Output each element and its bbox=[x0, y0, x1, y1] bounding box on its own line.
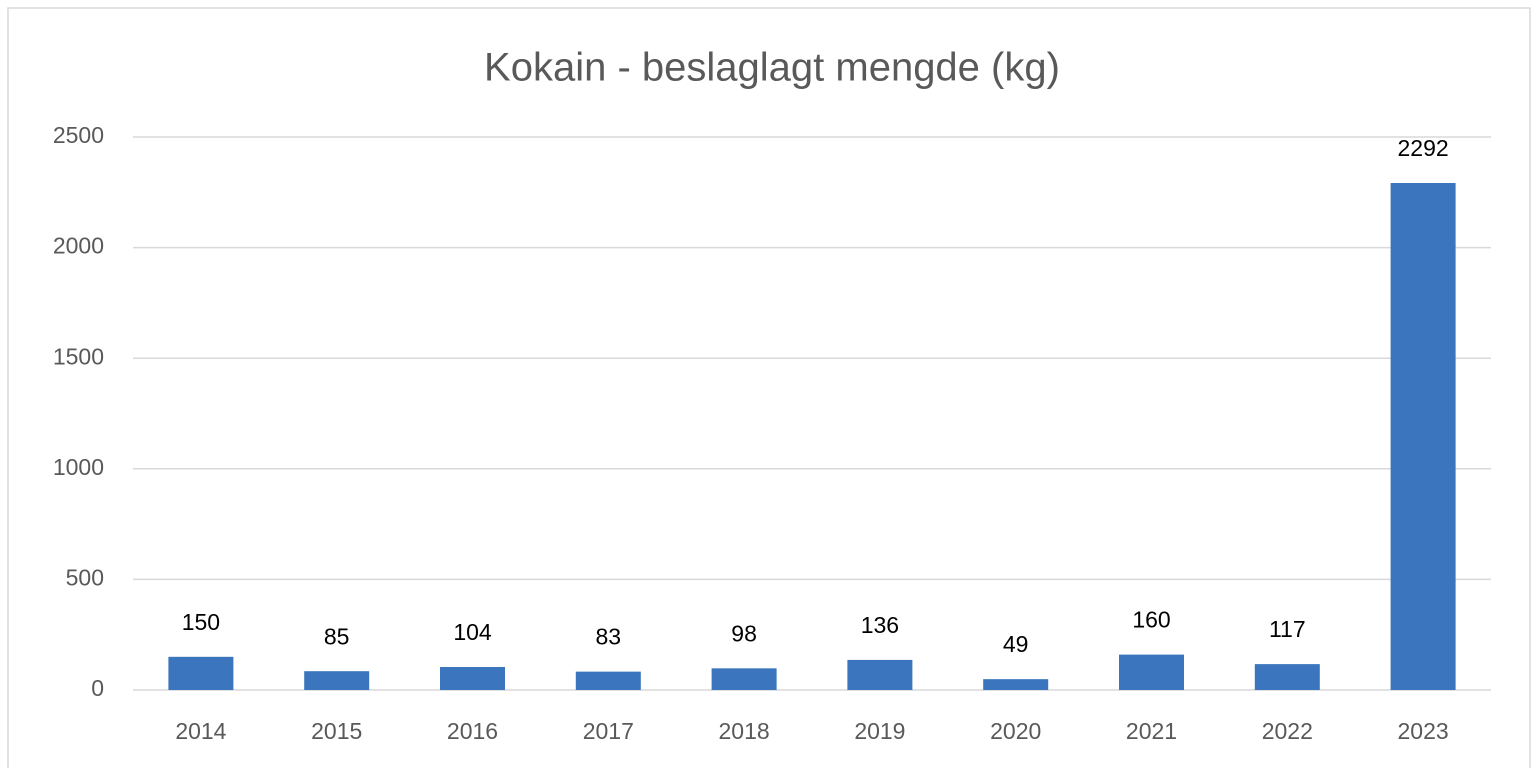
bar bbox=[983, 679, 1049, 690]
bar bbox=[440, 666, 505, 690]
y-tick-label: 2500 bbox=[53, 122, 104, 148]
bar bbox=[1390, 183, 1456, 691]
bar bbox=[575, 671, 641, 690]
x-tick-label: 2021 bbox=[1126, 718, 1177, 744]
x-tick-label: 2020 bbox=[990, 718, 1041, 744]
y-tick-label: 2000 bbox=[53, 233, 104, 259]
data-label: 98 bbox=[731, 620, 757, 646]
data-label: 136 bbox=[861, 612, 899, 638]
bar bbox=[711, 668, 777, 690]
data-label: 150 bbox=[182, 609, 220, 635]
x-tick-label: 2014 bbox=[175, 718, 226, 744]
bar bbox=[847, 659, 913, 690]
y-tick-label: 0 bbox=[91, 675, 104, 701]
bar bbox=[1254, 664, 1320, 690]
chart-title: Kokain - beslaglagt mengde (kg) bbox=[484, 46, 1060, 90]
y-tick-label: 500 bbox=[66, 564, 104, 590]
data-label: 49 bbox=[1003, 631, 1029, 657]
data-label: 104 bbox=[453, 619, 492, 645]
y-tick-label: 1000 bbox=[53, 454, 104, 480]
chart-border bbox=[7, 7, 1531, 768]
x-tick-label: 2015 bbox=[311, 718, 362, 744]
bar bbox=[168, 656, 234, 690]
bar bbox=[304, 671, 370, 690]
data-label: 83 bbox=[596, 624, 622, 650]
bar bbox=[1119, 654, 1184, 690]
data-label: 160 bbox=[1132, 607, 1170, 633]
x-tick-label: 2017 bbox=[583, 718, 634, 744]
x-tick-label: 2019 bbox=[854, 718, 905, 744]
data-label: 2292 bbox=[1398, 135, 1449, 161]
data-label: 85 bbox=[324, 623, 350, 649]
x-tick-label: 2023 bbox=[1398, 718, 1449, 744]
x-tick-label: 2022 bbox=[1262, 718, 1313, 744]
x-tick-label: 2018 bbox=[719, 718, 770, 744]
x-tick-label: 2016 bbox=[447, 718, 498, 744]
data-label: 117 bbox=[1269, 616, 1306, 642]
y-tick-label: 1500 bbox=[53, 343, 104, 369]
